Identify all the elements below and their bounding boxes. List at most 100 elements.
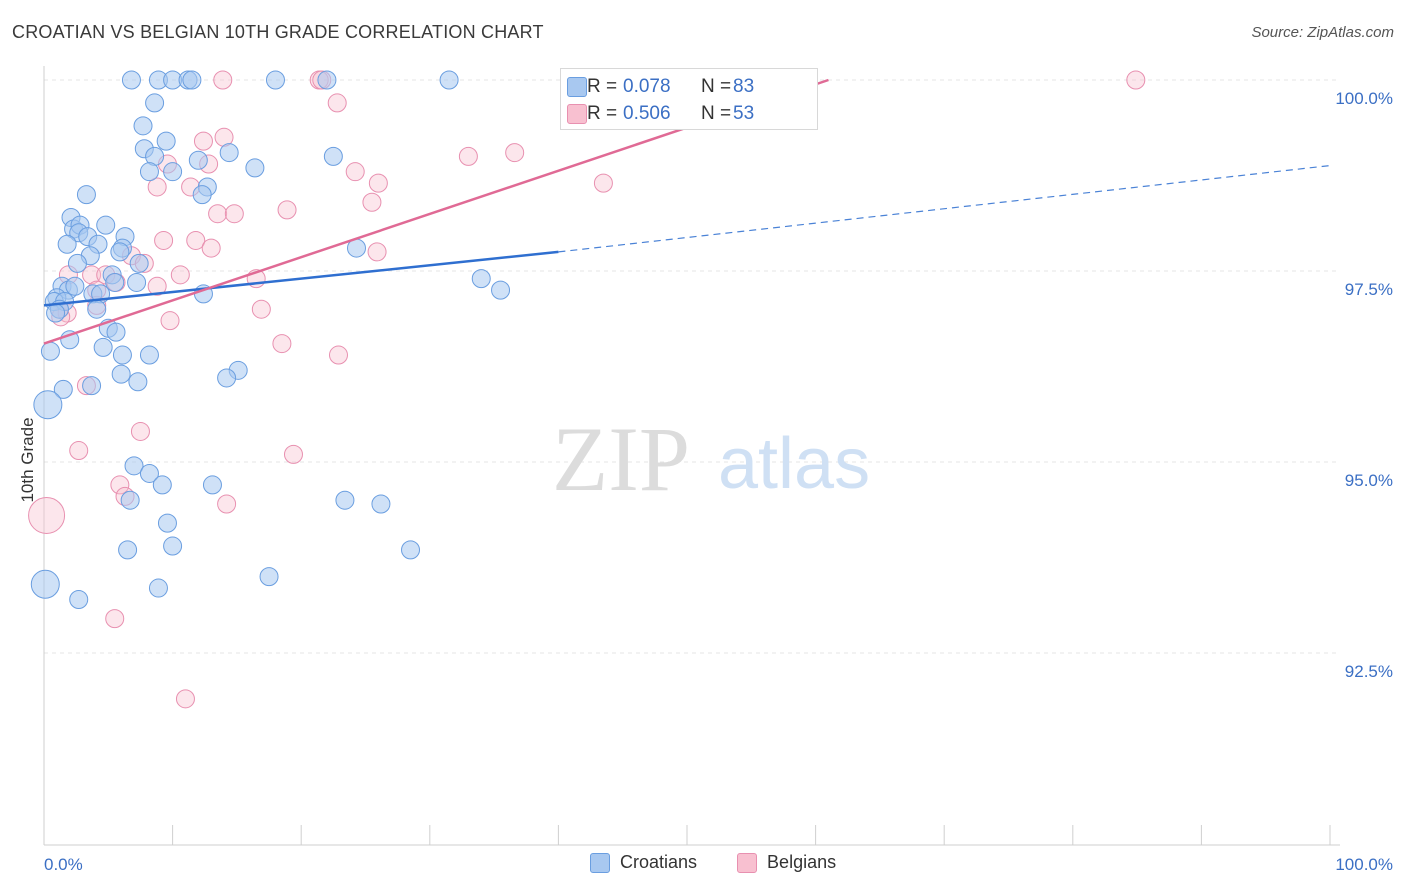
croatians-point <box>110 242 130 262</box>
croatians-point <box>259 567 279 587</box>
belgians-point <box>251 299 271 319</box>
croatians-point <box>471 269 491 289</box>
croatians-point <box>157 513 177 533</box>
croatians-point <box>139 463 159 483</box>
belgians-point <box>193 131 213 151</box>
croatians-point <box>118 540 138 560</box>
croatians-point <box>106 322 126 342</box>
x-tick-label: 100.0% <box>1335 855 1393 874</box>
croatians-point <box>53 379 73 399</box>
croatians-point <box>69 590 89 610</box>
source-label: Source: ZipAtlas.com <box>1251 24 1394 41</box>
croatians-point <box>112 345 132 365</box>
croatians-trend-line <box>43 250 559 307</box>
belgians-point <box>110 475 130 495</box>
croatians-point <box>46 303 66 323</box>
belgians-point <box>277 200 297 220</box>
croatians-point <box>82 376 102 396</box>
croatians-point <box>121 70 141 90</box>
croatians-point <box>202 475 222 495</box>
belgians-point <box>69 441 89 461</box>
legend-swatch-croatians <box>590 852 610 873</box>
belgians-point <box>147 276 167 296</box>
croatians-point <box>65 276 85 296</box>
belgians-point <box>28 496 66 534</box>
n-value: 83 <box>733 76 755 97</box>
croatians-point <box>129 253 149 273</box>
legend-item-croatians[interactable]: Croatians <box>590 852 697 873</box>
belgians-point <box>201 238 221 258</box>
n-value: 53 <box>733 103 755 124</box>
belgians-point <box>345 162 365 182</box>
r-label: R = <box>587 76 618 97</box>
belgians-point <box>175 689 195 709</box>
belgians-point <box>208 204 228 224</box>
croatians-point <box>128 372 148 392</box>
croatians-point <box>120 490 140 510</box>
croatians-point <box>105 272 125 292</box>
croatians-point <box>156 131 176 151</box>
belgians-point <box>505 143 525 163</box>
stats-box: R = 0.078 N = 83 R = 0.506 N = 53 <box>560 68 818 130</box>
chart-title: CROATIAN VS BELGIAN 10TH GRADE CORRELATI… <box>12 22 544 42</box>
croatians-point <box>87 299 107 319</box>
croatians-point <box>192 185 212 205</box>
croatians-point <box>76 185 96 205</box>
belgians-point <box>362 192 382 212</box>
x-tick-label: 0.0% <box>44 855 83 874</box>
stats-row-belgians: R = 0.506 N = 53 <box>567 102 755 126</box>
belgians-point <box>272 334 292 354</box>
watermark-zip: ZIP <box>552 408 690 510</box>
watermark: ZIP atlas <box>552 408 870 510</box>
belgians-point <box>458 146 478 166</box>
belgians-point <box>283 444 303 464</box>
croatians-point <box>317 70 337 90</box>
belgians-point <box>213 70 233 90</box>
croatians-point <box>401 540 421 560</box>
croatians-point <box>145 93 165 113</box>
belgians-point <box>593 173 613 193</box>
croatians-point <box>96 215 116 235</box>
legend-label-belgians: Belgians <box>767 852 837 872</box>
legend-item-belgians[interactable]: Belgians <box>737 852 836 873</box>
belgians-point <box>1126 70 1146 90</box>
belgians-point <box>154 230 174 250</box>
r-value: 0.506 <box>623 103 671 124</box>
belgians-point <box>130 421 150 441</box>
croatians-point <box>323 146 343 166</box>
belgians-point <box>82 265 102 285</box>
legend-swatch-belgians <box>737 852 758 873</box>
croatians-point <box>127 272 147 292</box>
croatians-point <box>33 390 63 420</box>
y-tick-label: 95.0% <box>1345 471 1393 490</box>
y-tick-label: 92.5% <box>1345 662 1393 681</box>
croatians-points <box>30 70 511 610</box>
belgians-point <box>224 204 244 224</box>
croatians-point <box>182 70 202 90</box>
croatians-point <box>93 337 113 357</box>
belgians-point <box>367 242 387 262</box>
croatians-point <box>57 234 77 254</box>
croatians-point <box>163 536 183 556</box>
croatians-point <box>163 162 183 182</box>
belgians-point <box>160 311 180 331</box>
croatians-point <box>67 253 87 273</box>
tick-labels: 100.0% 97.5% 95.0% 92.5% 0.0% 100.0% <box>44 89 1393 874</box>
croatians-point <box>139 345 159 365</box>
belgians-point <box>217 494 237 514</box>
croatians-point <box>111 364 131 384</box>
y-tick-label: 100.0% <box>1335 89 1393 108</box>
r-value: 0.078 <box>623 76 671 97</box>
stats-row-croatians: R = 0.078 N = 83 <box>567 75 755 99</box>
belgians-point <box>105 609 125 629</box>
stats-swatch-belgians <box>567 104 587 124</box>
croatians-point <box>217 368 237 388</box>
croatians-point <box>188 150 208 170</box>
legend-label-croatians: Croatians <box>620 852 698 872</box>
croatians-point <box>335 490 355 510</box>
croatians-point <box>30 569 60 599</box>
croatians-point <box>265 70 285 90</box>
croatians-point <box>133 116 153 136</box>
belgians-point <box>170 265 190 285</box>
